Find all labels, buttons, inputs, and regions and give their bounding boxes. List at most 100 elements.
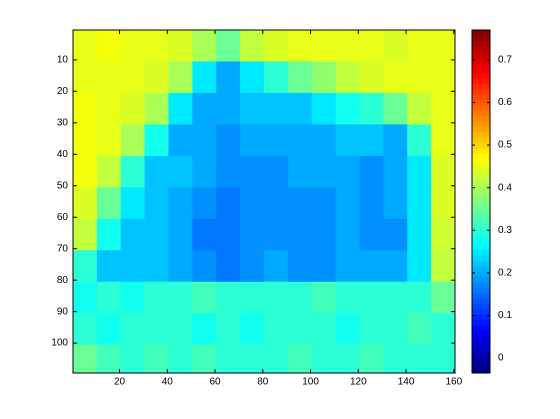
colorbar-swatch bbox=[472, 137, 490, 144]
heat-cell bbox=[407, 281, 432, 314]
heat-cell bbox=[192, 155, 217, 188]
colorbar-swatch bbox=[472, 281, 490, 288]
y-tick-label: 100 bbox=[51, 338, 68, 349]
heat-cell bbox=[335, 187, 360, 220]
colorbar-swatch bbox=[472, 308, 490, 315]
colorbar-swatch bbox=[472, 180, 490, 186]
heat-cell bbox=[287, 30, 313, 62]
x-tick-label: 100 bbox=[302, 377, 319, 388]
heat-cell bbox=[192, 313, 217, 346]
heat-cell bbox=[431, 250, 455, 283]
colorbar-swatch bbox=[472, 249, 490, 256]
colorbar-swatch bbox=[472, 126, 490, 133]
heat-cell bbox=[264, 124, 289, 157]
heat-cell bbox=[311, 281, 337, 314]
heat-cell bbox=[73, 187, 98, 220]
y-tick-label: 80 bbox=[57, 275, 69, 286]
heat-cell bbox=[96, 30, 122, 62]
heat-cell bbox=[240, 30, 265, 62]
colorbar-swatch bbox=[472, 356, 490, 363]
heat-cell bbox=[216, 218, 241, 251]
colorbar-swatch bbox=[472, 158, 490, 165]
heat-cell bbox=[407, 344, 432, 373]
heat-cell bbox=[96, 187, 122, 220]
colorbar-tick-label: 0.7 bbox=[498, 54, 512, 65]
colorbar-swatch bbox=[472, 40, 490, 47]
colorbar-swatch bbox=[472, 147, 490, 154]
heat-cell bbox=[96, 313, 122, 346]
heat-cell bbox=[335, 344, 360, 373]
heat-cell bbox=[144, 218, 169, 251]
colorbar-tick-label: 0.5 bbox=[498, 140, 512, 151]
heat-cell bbox=[216, 155, 241, 188]
heat-cell bbox=[73, 218, 98, 251]
heat-cell bbox=[240, 155, 265, 188]
colorbar-box bbox=[471, 29, 491, 374]
heat-cell bbox=[120, 187, 146, 220]
colorbar-swatch bbox=[472, 260, 490, 267]
colorbar-swatch bbox=[472, 174, 490, 181]
colorbar-tick-label: 0.1 bbox=[498, 310, 512, 321]
colorbar-swatch bbox=[472, 362, 490, 369]
heat-cell bbox=[96, 250, 122, 283]
heat-cell bbox=[431, 281, 455, 314]
heat-cell bbox=[359, 92, 384, 125]
heat-cell bbox=[192, 61, 217, 94]
heat-cell bbox=[287, 155, 313, 188]
heatmap bbox=[73, 30, 455, 373]
heat-cell bbox=[311, 92, 337, 125]
heat-cell bbox=[73, 281, 98, 314]
colorbar-swatch bbox=[472, 67, 490, 74]
heat-cell bbox=[73, 30, 98, 62]
heat-cell bbox=[383, 155, 408, 188]
heat-cell bbox=[192, 187, 217, 220]
heat-cell bbox=[192, 30, 217, 62]
colorbar-swatch bbox=[472, 72, 490, 79]
heat-cell bbox=[407, 61, 432, 94]
heat-cell bbox=[359, 218, 384, 251]
colorbar-swatch bbox=[472, 115, 490, 122]
colorbar-swatch bbox=[472, 94, 490, 101]
x-tick-label: 160 bbox=[445, 377, 462, 388]
heat-cell bbox=[359, 155, 384, 188]
colorbar-swatch bbox=[472, 185, 490, 192]
heat-cell bbox=[359, 30, 384, 62]
heat-cell bbox=[144, 124, 169, 157]
colorbar-swatch bbox=[472, 212, 490, 219]
heat-cell bbox=[73, 344, 98, 373]
heat-cell bbox=[144, 61, 169, 94]
heat-cell bbox=[287, 187, 313, 220]
colorbar-swatch bbox=[472, 88, 490, 95]
heat-cell bbox=[264, 281, 289, 314]
heat-cell bbox=[383, 30, 408, 62]
heat-cell bbox=[335, 155, 360, 188]
heat-cell bbox=[216, 30, 241, 62]
heat-cell bbox=[431, 61, 455, 94]
colorbar-swatch bbox=[472, 163, 490, 170]
colorbar-tick-label: 0.3 bbox=[498, 225, 512, 236]
heat-cell bbox=[168, 218, 193, 251]
heat-cell bbox=[240, 218, 265, 251]
heat-cell bbox=[168, 124, 193, 157]
heat-cell bbox=[168, 61, 193, 94]
heat-cell bbox=[240, 250, 265, 283]
heat-cell bbox=[383, 313, 408, 346]
heat-cell bbox=[383, 250, 408, 283]
colorbar-swatch bbox=[472, 78, 490, 85]
colorbar-swatch bbox=[472, 217, 490, 224]
colorbar-swatch bbox=[472, 335, 490, 342]
colorbar-tick-label: 0.4 bbox=[498, 182, 512, 193]
heat-cell bbox=[168, 313, 193, 346]
heat-cell bbox=[407, 250, 432, 283]
heat-cell bbox=[96, 61, 122, 94]
colorbar-swatch bbox=[472, 142, 490, 149]
heat-cell bbox=[359, 250, 384, 283]
colorbar-swatch bbox=[472, 190, 490, 197]
x-tick-label: 60 bbox=[209, 377, 221, 388]
heat-cell bbox=[192, 281, 217, 314]
colorbar-swatch bbox=[472, 340, 490, 347]
heat-cell bbox=[311, 218, 337, 251]
heat-cell bbox=[144, 155, 169, 188]
heat-cell bbox=[144, 92, 169, 125]
